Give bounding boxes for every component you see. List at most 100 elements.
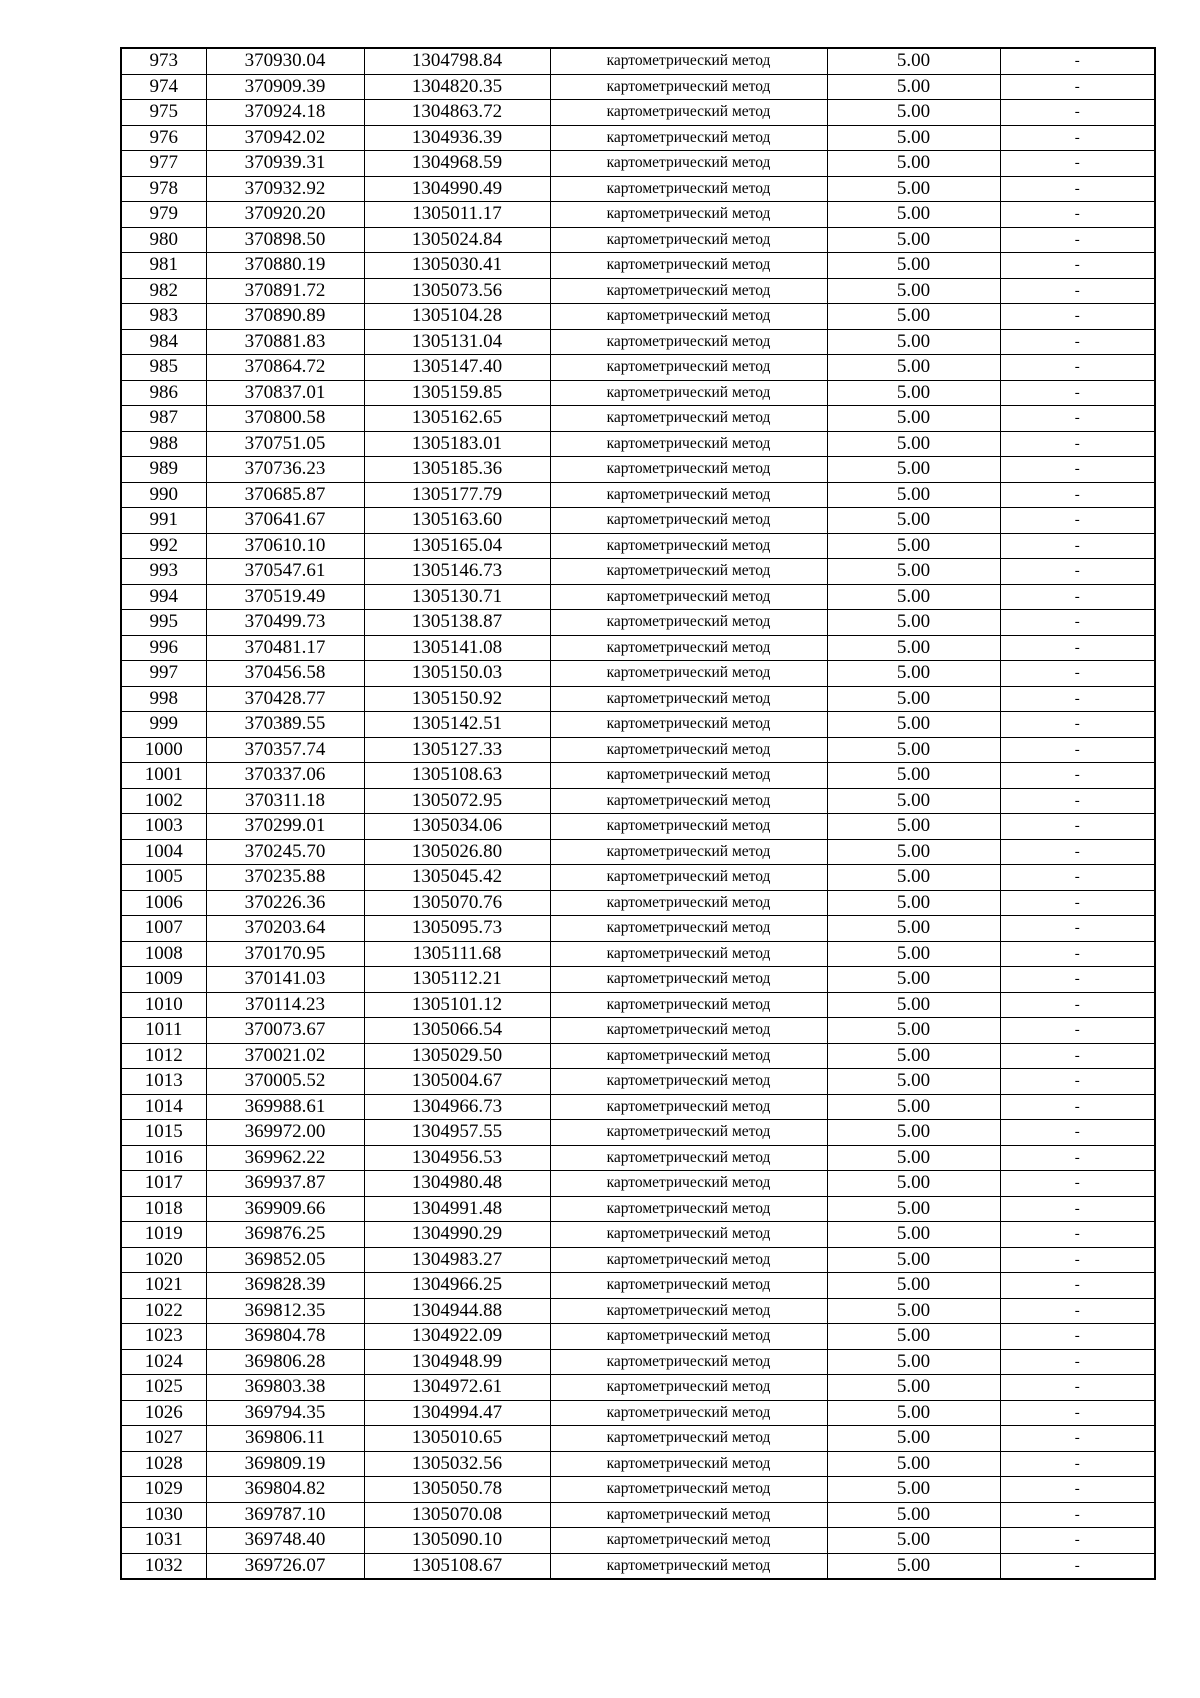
x-coordinate-cell: 369962.22 <box>205 1144 365 1171</box>
x-coordinate-cell: 370880.19 <box>205 252 365 279</box>
table-row: 987 370800.58 1305162.65 картометрический м… <box>120 405 1156 432</box>
point-number-cell: 1004 <box>120 838 207 865</box>
table-row: 1024 369806.28 1304948.99 картометрический … <box>120 1348 1156 1375</box>
point-number-cell: 1022 <box>120 1297 207 1324</box>
point-number-cell: 994 <box>120 583 207 610</box>
table-row: 1006 370226.36 1305070.76 картометрический … <box>120 889 1156 916</box>
note-cell: - <box>999 864 1156 891</box>
table-row: 991 370641.67 1305163.60 картометрический м… <box>120 507 1156 534</box>
point-number-cell: 995 <box>120 609 207 636</box>
y-coordinate-cell: 1305034.06 <box>363 813 551 840</box>
y-coordinate-cell: 1304966.73 <box>363 1093 551 1120</box>
y-coordinate-cell: 1304948.99 <box>363 1348 551 1375</box>
method-cell: картометрический метод <box>549 609 828 636</box>
note-cell: - <box>999 47 1156 75</box>
table-row: 1020 369852.05 1304983.27 картометрический … <box>120 1246 1156 1273</box>
method-cell: картометрический метод <box>549 1144 828 1171</box>
x-coordinate-cell: 369803.38 <box>205 1374 365 1401</box>
point-number-cell: 975 <box>120 99 207 126</box>
y-coordinate-cell: 1304966.25 <box>363 1272 551 1299</box>
point-number-cell: 1016 <box>120 1144 207 1171</box>
point-number-cell: 1030 <box>120 1501 207 1528</box>
x-coordinate-cell: 370499.73 <box>205 609 365 636</box>
method-cell: картометрический метод <box>549 226 828 253</box>
point-number-cell: 992 <box>120 532 207 559</box>
method-cell: картометрический метод <box>549 73 828 100</box>
x-coordinate-cell: 369828.39 <box>205 1272 365 1299</box>
accuracy-cell: 5.00 <box>826 405 1001 432</box>
y-coordinate-cell: 1304798.84 <box>363 47 551 75</box>
y-coordinate-cell: 1305146.73 <box>363 558 551 585</box>
note-cell: - <box>999 430 1156 457</box>
accuracy-cell: 5.00 <box>826 150 1001 177</box>
y-coordinate-cell: 1304944.88 <box>363 1297 551 1324</box>
method-cell: картометрический метод <box>549 481 828 508</box>
note-cell: - <box>999 354 1156 381</box>
point-number-cell: 1027 <box>120 1425 207 1452</box>
method-cell: картометрический метод <box>549 201 828 228</box>
note-cell: - <box>999 1323 1156 1350</box>
accuracy-cell: 5.00 <box>826 558 1001 585</box>
y-coordinate-cell: 1305127.33 <box>363 736 551 763</box>
method-cell: картометрический метод <box>549 864 828 891</box>
table-row: 1027 369806.11 1305010.65 картометрический … <box>120 1425 1156 1452</box>
table-row: 1018 369909.66 1304991.48 картометрический … <box>120 1195 1156 1222</box>
note-cell: - <box>999 634 1156 661</box>
x-coordinate-cell: 369937.87 <box>205 1170 365 1197</box>
method-cell: картометрический метод <box>549 456 828 483</box>
accuracy-cell: 5.00 <box>826 1476 1001 1503</box>
method-cell: картометрический метод <box>549 1272 828 1299</box>
note-cell: - <box>999 507 1156 534</box>
point-number-cell: 1003 <box>120 813 207 840</box>
point-number-cell: 991 <box>120 507 207 534</box>
accuracy-cell: 5.00 <box>826 1348 1001 1375</box>
method-cell: картометрический метод <box>549 1017 828 1044</box>
table-row: 986 370837.01 1305159.85 картометрический м… <box>120 379 1156 406</box>
y-coordinate-cell: 1305066.54 <box>363 1017 551 1044</box>
accuracy-cell: 5.00 <box>826 507 1001 534</box>
table-row: 1014 369988.61 1304966.73 картометрический … <box>120 1093 1156 1120</box>
note-cell: - <box>999 583 1156 610</box>
accuracy-cell: 5.00 <box>826 252 1001 279</box>
point-number-cell: 990 <box>120 481 207 508</box>
accuracy-cell: 5.00 <box>826 583 1001 610</box>
note-cell: - <box>999 609 1156 636</box>
y-coordinate-cell: 1305150.92 <box>363 685 551 712</box>
x-coordinate-cell: 370909.39 <box>205 73 365 100</box>
table-row: 1002 370311.18 1305072.95 картометрический … <box>120 787 1156 814</box>
x-coordinate-cell: 370547.61 <box>205 558 365 585</box>
note-cell: - <box>999 303 1156 330</box>
y-coordinate-cell: 1305029.50 <box>363 1042 551 1069</box>
x-coordinate-cell: 370939.31 <box>205 150 365 177</box>
x-coordinate-cell: 369726.07 <box>205 1552 365 1580</box>
x-coordinate-cell: 370245.70 <box>205 838 365 865</box>
point-number-cell: 1020 <box>120 1246 207 1273</box>
accuracy-cell: 5.00 <box>826 1272 1001 1299</box>
accuracy-cell: 5.00 <box>826 379 1001 406</box>
y-coordinate-cell: 1305045.42 <box>363 864 551 891</box>
accuracy-cell: 5.00 <box>826 762 1001 789</box>
x-coordinate-cell: 369812.35 <box>205 1297 365 1324</box>
point-number-cell: 1019 <box>120 1221 207 1248</box>
y-coordinate-cell: 1305108.67 <box>363 1552 551 1580</box>
point-number-cell: 974 <box>120 73 207 100</box>
y-coordinate-cell: 1304863.72 <box>363 99 551 126</box>
x-coordinate-cell: 369804.78 <box>205 1323 365 1350</box>
y-coordinate-cell: 1305142.51 <box>363 711 551 738</box>
accuracy-cell: 5.00 <box>826 328 1001 355</box>
accuracy-cell: 5.00 <box>826 532 1001 559</box>
note-cell: - <box>999 1501 1156 1528</box>
point-number-cell: 989 <box>120 456 207 483</box>
x-coordinate-cell: 370924.18 <box>205 99 365 126</box>
y-coordinate-cell: 1305177.79 <box>363 481 551 508</box>
y-coordinate-cell: 1304983.27 <box>363 1246 551 1273</box>
y-coordinate-cell: 1305072.95 <box>363 787 551 814</box>
note-cell: - <box>999 940 1156 967</box>
y-coordinate-cell: 1304968.59 <box>363 150 551 177</box>
point-number-cell: 1013 <box>120 1068 207 1095</box>
method-cell: картометрический метод <box>549 991 828 1018</box>
method-cell: картометрический метод <box>549 1450 828 1477</box>
point-number-cell: 980 <box>120 226 207 253</box>
x-coordinate-cell: 370005.52 <box>205 1068 365 1095</box>
table-row: 1023 369804.78 1304922.09 картометрический … <box>120 1323 1156 1350</box>
